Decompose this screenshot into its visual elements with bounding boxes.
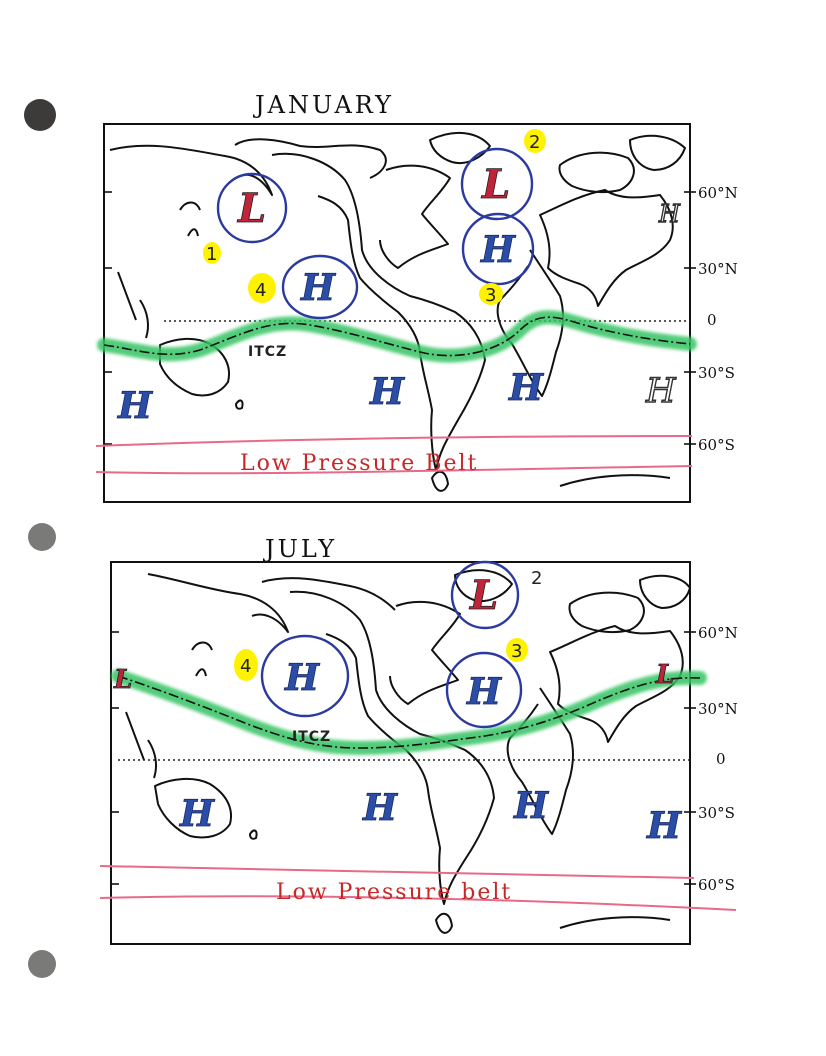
july-circle-low-2 [450,560,520,630]
january-map-frame [103,123,691,503]
july-map-frame [110,561,691,945]
july-lat-60s: 60°S [698,876,735,894]
january-number-4-highlight [248,273,276,303]
january-high-south-pacific: H [369,371,405,413]
january-circle-low-1 [216,172,288,244]
january-high-4-symbol: H [300,267,336,309]
july-high-4-symbol: H [284,657,320,699]
january-lat-60s: 60°S [698,436,735,454]
january-number-2-highlight [524,129,546,153]
january-circle-low-2 [460,147,534,221]
january-number-2: 2 [529,132,540,153]
july-low-west-edge: L [113,665,132,695]
july-low-asia: L [655,660,674,690]
july-belt-line-south [99,895,737,911]
july-coastlines [125,569,691,934]
july-low-2-symbol: L [469,572,498,619]
july-itcz-line [117,675,701,749]
january-title: JANUARY [252,91,394,119]
january-high-south-atlantic: H [508,367,544,409]
january-itcz-label: ITCZ [248,344,287,360]
january-high-indian-ocean: H [645,371,677,411]
january-low-2-symbol: L [481,161,510,208]
january-belt-line-south [95,465,693,475]
july-number-4: 4 [240,656,251,677]
july-number-2: 2 [531,568,542,589]
july-lat-60n: 60°N [698,624,738,642]
july-title: JULY [262,535,337,563]
january-map: JANUARY 60°N 30°N 0 30°S 60°S [95,91,738,503]
july-high-3-symbol: H [466,671,502,713]
binder-hole-middle [28,523,56,551]
january-number-3: 3 [485,285,496,306]
january-low-1-symbol: L [237,185,266,232]
july-lat-equator: 0 [716,750,726,768]
january-circle-high-3 [461,212,535,286]
july-number-3-highlight [506,638,528,662]
january-belt-line-north [95,435,693,447]
binder-hole-top [24,99,56,131]
july-high-australia: H [179,793,215,835]
july-number-4-highlight [234,649,258,681]
january-lat-30n: 30°N [698,260,738,278]
january-coastlines [109,131,686,492]
january-number-4: 4 [255,280,266,301]
january-itcz-band [97,310,697,363]
january-belt-label: Low Pressure Belt [240,451,478,476]
january-number-3-highlight [479,283,503,305]
july-lat-30n: 30°N [698,700,738,718]
january-high-3-symbol: H [480,229,516,271]
july-itcz-label: ITCZ [292,729,331,745]
july-belt-line-north [99,865,695,879]
july-belt-label: Low Pressure belt [276,880,512,905]
july-map: JULY 60°N 30°N 0 30°S 60°S [99,535,738,945]
binder-hole-bottom [28,950,56,978]
july-number-3: 3 [511,641,522,662]
july-high-south-pacific: H [362,787,398,829]
january-itcz-line [103,316,691,357]
january-circle-high-4 [281,254,359,320]
july-circle-high-3 [445,651,523,729]
january-high-asia: H [658,200,681,228]
january-lat-30s: 30°S [698,364,735,382]
july-lat-30s: 30°S [698,804,735,822]
january-lat-60n: 60°N [698,184,738,202]
july-circle-high-4 [260,634,350,718]
january-number-1: 1 [206,244,217,265]
january-number-1-highlight [203,242,221,264]
january-high-australia: H [117,385,153,427]
january-lat-equator: 0 [707,311,717,329]
july-high-indian-ocean: H [646,805,682,847]
july-itcz-band [111,669,707,756]
july-high-south-atlantic: H [513,785,549,827]
